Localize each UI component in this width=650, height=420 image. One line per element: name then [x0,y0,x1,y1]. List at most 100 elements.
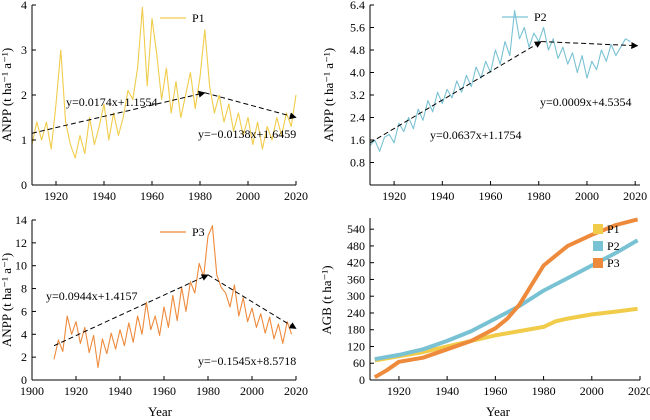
agb-y-tick-label: 120 [347,339,365,353]
panel-agb: 1920 1940 1960 1980 2000 2020 0 60 120 180 240 300… [319,217,650,419]
p1-series-line-p1 [31,6,297,159]
agb-series-line-p3 [373,217,639,379]
agb-x-tick-label: 2000 [580,384,604,398]
p1-y-tick-label: 2 [21,88,27,102]
p1-legend-label: P1 [192,11,205,25]
p3-y-tick-label: 10 [15,259,27,273]
p3-x-tick-label: 1940 [108,384,132,398]
p3-y-tick-label: 12 [15,236,27,250]
agb-legend: P1 P2 P3 [593,222,620,270]
p1-x-ticks: 1920 1940 1960 1980 2000 2020 [44,181,308,203]
agb-x-ticks: 1920 1940 1960 1980 2000 2020 [387,376,650,398]
p3-y-tick-label: 2 [21,350,27,364]
agb-y-tick-label: 0 [359,373,365,387]
p1-trend-arrow-1 [31,90,206,134]
p3-trend1-equation: y=0.0944x+1.4157 [46,289,138,303]
agb-x-tick-label: 2020 [628,384,650,398]
p2-x-ticks: 1920 1940 1960 1980 2000 2020 [382,181,647,203]
p2-x-tick-label: 2000 [575,189,599,203]
p1-trend1-equation: y=0.0174x+1.1554 [66,95,158,109]
agb-y-label: AGB (t ha⁻¹) [319,265,334,334]
agb-y-tick-label: 300 [347,289,365,303]
p3-x-tick-label: 2020 [284,384,308,398]
panel-p1-anpp: 1920 1940 1960 1980 2000 2020 0 1 2 3 4 ANPP (t h… [0,0,308,203]
agb-x-tick-label: 1980 [532,384,556,398]
p1-x-tick-label: 2020 [284,189,308,203]
agb-y-tick-label: 60 [353,356,365,370]
p1-y-tick-label: 0 [21,178,27,192]
p2-y-tick-label: 2.4 [350,111,365,125]
p1-y-tick-label: 1 [21,133,27,147]
p3-series-line-p3 [53,225,293,368]
p2-y-tick-label: 5.6 [350,21,365,35]
p3-y-label: ANPP (t ha⁻¹ a⁻¹) [0,253,14,347]
p2-x-tick-label: 1960 [479,189,503,203]
p3-x-label: Year [148,404,173,419]
agb-legend-label-p1: P1 [607,222,620,236]
p2-x-tick-label: 1940 [430,189,454,203]
p2-trend2-equation: y=0.0009x+4.5354 [540,95,632,109]
p2-y-tick-label: 6.4 [350,0,365,12]
agb-y-tick-label: 540 [347,222,365,236]
agb-y-tick-label: 420 [347,256,365,270]
p2-y-label: ANPP (t ha⁻¹ a⁻¹) [321,48,336,142]
p1-y-label: ANPP (t ha⁻¹ a⁻¹) [0,48,14,142]
p3-trend-arrow-2 [207,274,297,329]
p2-y-tick-label: 1.6 [350,133,365,147]
p3-y-ticks: 0 2 4 6 8 10 12 14 [15,213,36,387]
agb-x-tick-label: 1940 [435,384,459,398]
agb-legend-label-p2: P2 [607,239,620,253]
p3-y-tick-label: 14 [15,213,27,227]
p2-y-tick-label: 4.8 [350,43,365,57]
p2-x-tick-label: 1920 [382,189,406,203]
agb-legend-swatch-p3 [593,258,603,268]
panel-p2-plot [369,10,639,152]
p2-y-tick-label: 3.2 [350,88,365,102]
agb-x-tick-label: 1960 [483,384,507,398]
p3-legend-label: P3 [192,225,205,239]
agb-y-tick-label: 180 [347,323,365,337]
p2-trend-arrow-2 [541,41,639,50]
p1-x-tick-label: 1920 [44,189,68,203]
p3-x-tick-label: 1980 [196,384,220,398]
p3-y-tick-label: 6 [21,304,27,318]
p1-x-tick-label: 2000 [236,189,260,203]
agb-series-line-p1 [374,306,638,363]
p1-trend2-equation: y=−0.0138x+1.6459 [198,127,296,141]
p1-x-tick-label: 1940 [92,189,116,203]
panel-p1-plot [31,6,297,159]
p3-y-tick-label: 4 [21,327,27,341]
p2-y-tick-label: 0.8 [350,156,365,170]
agb-x-label: Year [486,404,511,419]
p3-x-tick-label: 2000 [240,384,264,398]
p2-legend-label: P2 [534,10,547,24]
agb-legend-swatch-p2 [593,241,603,251]
panel-p3-anpp: 1900 1920 1940 1960 1980 2000 2020 0 2 4 6 8 10 12 14… [0,213,308,419]
p2-x-tick-label: 2020 [623,189,647,203]
p3-x-tick-label: 1920 [64,384,88,398]
panel-p3-plot [53,225,297,368]
p1-x-tick-label: 1960 [140,189,164,203]
p3-x-tick-label: 1900 [20,384,44,398]
p2-trend-arrow-1 [369,41,542,144]
p3-trend-arrow-1 [53,274,209,347]
p1-y-tick-label: 4 [21,0,27,12]
p2-y-ticks: 0.8 1.6 2.4 3.2 4.0 4.8 5.6 6.4 [350,0,374,170]
p3-y-tick-label: 0 [21,373,27,387]
p1-y-tick-label: 3 [21,43,27,57]
agb-x-tick-label: 1920 [387,384,411,398]
panel-p2-anpp: 1920 1940 1960 1980 2000 2020 0.8 1.6 2.4 3.2 4.0… [321,0,647,203]
p2-series-line-p2 [369,10,631,152]
p1-y-ticks: 0 1 2 3 4 [21,0,36,192]
p3-trend2-equation: y=−0.1545x+8.5718 [198,354,296,368]
agb-y-tick-label: 360 [347,272,365,286]
p2-x-tick-label: 1980 [527,189,551,203]
agb-y-tick-label: 480 [347,239,365,253]
p3-x-tick-label: 1960 [152,384,176,398]
p3-x-ticks: 1900 1920 1940 1960 1980 2000 2020 [20,376,308,398]
agb-legend-swatch-p1 [593,224,603,234]
p2-y-tick-label: 4.0 [350,66,365,80]
p3-y-tick-label: 8 [21,282,27,296]
p2-trend1-equation: y=0.0637x+1.1754 [430,128,522,142]
